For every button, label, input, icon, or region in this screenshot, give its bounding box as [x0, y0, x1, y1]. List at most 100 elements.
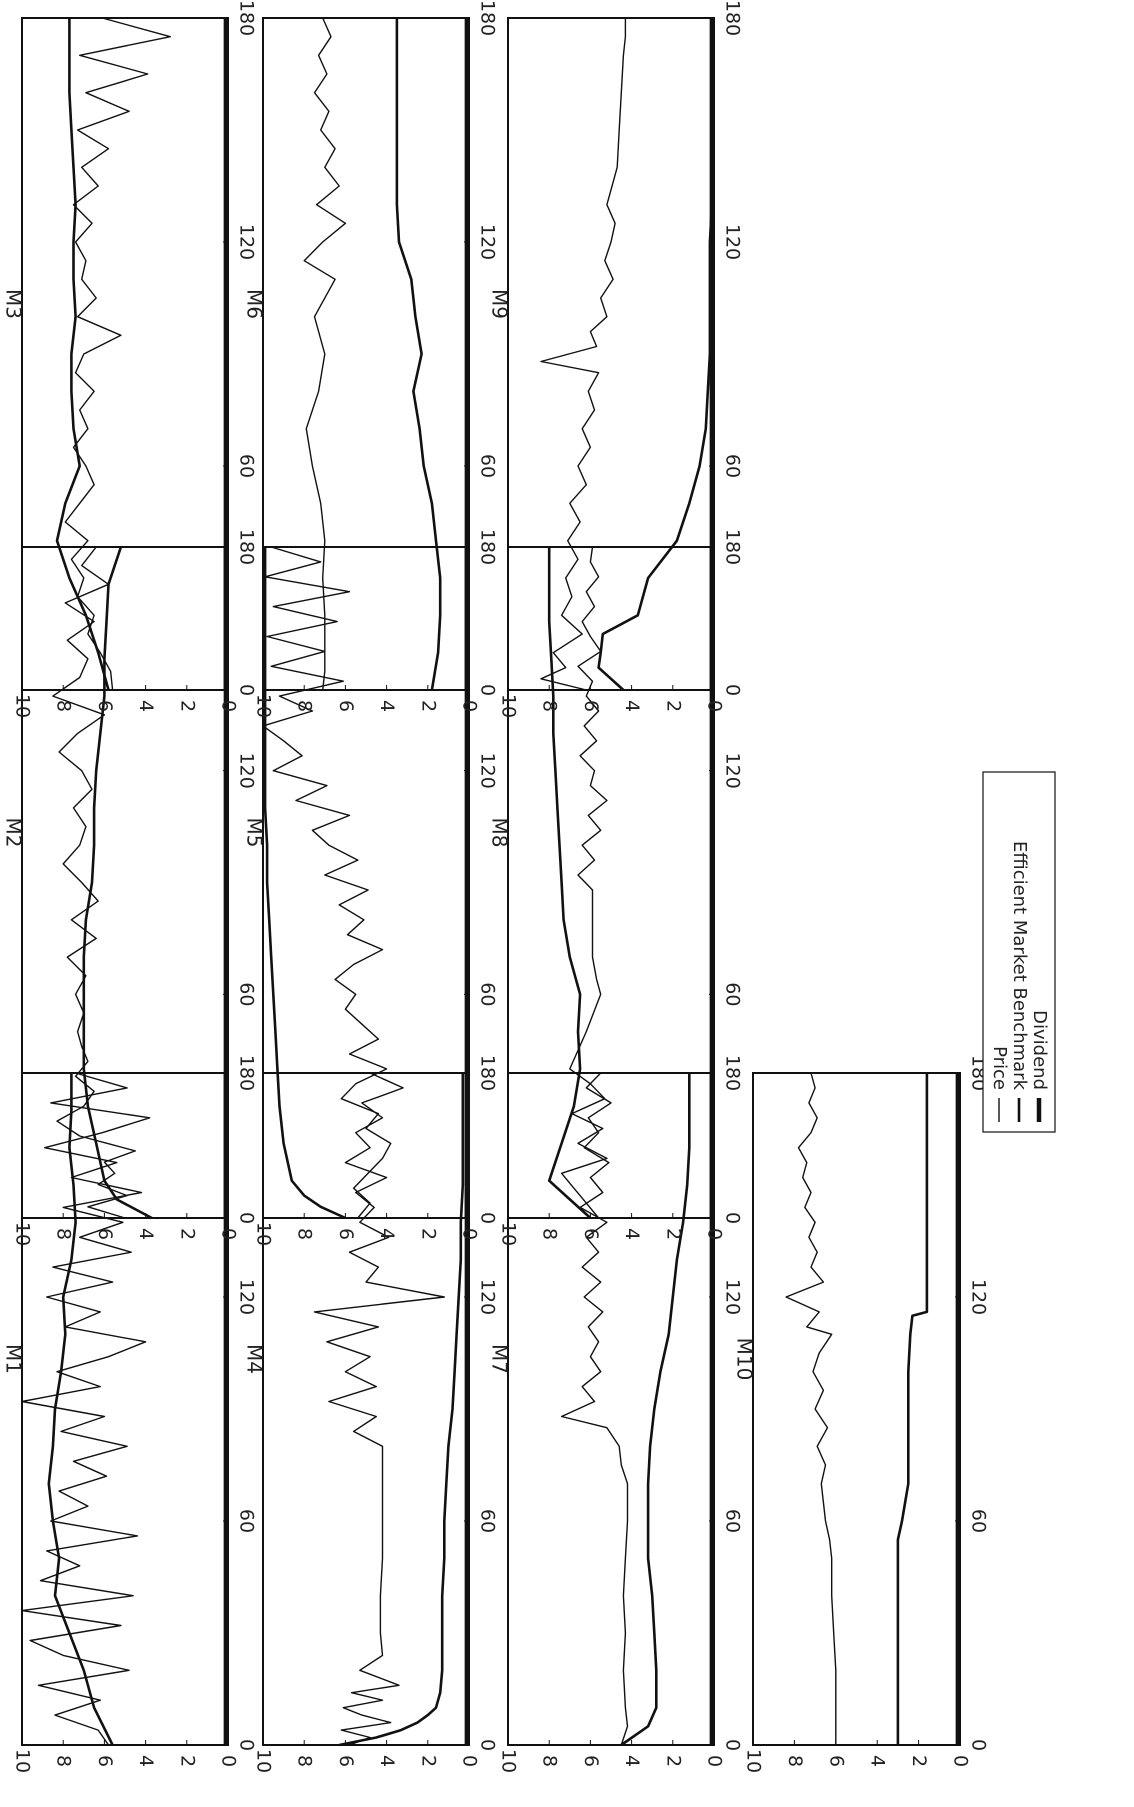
x-tick-label: 180: [722, 529, 744, 565]
y-tick-label: 4: [135, 1755, 157, 1767]
y-tick-label: 10: [498, 1222, 520, 1246]
x-tick-label: 60: [477, 454, 499, 478]
x-tick-label: 60: [968, 1509, 990, 1533]
x-tick-label: 0: [236, 1212, 258, 1224]
chart-title: M5: [243, 818, 267, 848]
y-tick-label: 8: [294, 1228, 316, 1240]
y-tick-label: 4: [867, 1755, 889, 1767]
chart-panel-m5: 0 2 4 6 8 10 0 60 120 180 M5: [243, 529, 499, 1246]
chart-title: M9: [488, 289, 512, 319]
legend-box: [982, 771, 1056, 1133]
y-tick-label: 8: [784, 1755, 806, 1767]
x-tick-label: 60: [722, 454, 744, 478]
x-tick-label: 0: [236, 1739, 258, 1751]
x-tick-label: 120: [722, 1279, 744, 1315]
y-tick-label: 4: [135, 700, 157, 712]
y-tick-label: 4: [376, 1228, 398, 1240]
x-tick-label: 120: [236, 1279, 258, 1315]
x-tick-label: 60: [236, 454, 258, 478]
y-tick-label: 8: [539, 1228, 561, 1240]
series-line-efficient-market-benchmark: [547, 547, 592, 1219]
y-tick-label: 4: [621, 1228, 643, 1240]
x-tick-label: 180: [236, 0, 258, 36]
x-tick-label: 120: [236, 224, 258, 260]
x-tick-label: 0: [968, 1739, 990, 1751]
y-tick-label: 2: [908, 1755, 930, 1767]
x-tick-label: 180: [477, 1055, 499, 1091]
series-line-efficient-market-benchmark: [82, 546, 153, 1220]
x-tick-label: 0: [722, 1739, 744, 1751]
plot-frame: [21, 1072, 229, 1746]
plot-frame: [752, 1072, 961, 1746]
series-line-price: [64, 17, 172, 691]
y-tick-label: 2: [662, 700, 684, 712]
x-tick-label: 60: [477, 982, 499, 1006]
y-tick-label: 6: [335, 700, 357, 712]
chart-title: M2: [2, 818, 26, 848]
plot-frame: [262, 1072, 470, 1746]
x-tick-label: 120: [477, 753, 499, 789]
x-tick-label: 180: [477, 529, 499, 565]
y-tick-label: 6: [94, 1755, 116, 1767]
x-tick-label: 0: [477, 684, 499, 696]
legend: Price Efficient Market Benchmark Dividend: [982, 771, 1056, 1133]
y-tick-label: 4: [621, 700, 643, 712]
series-line-price: [560, 546, 608, 1219]
y-tick-label: 0: [218, 1228, 240, 1240]
series-line-efficient-market-benchmark: [47, 1073, 114, 1746]
y-tick-label: 2: [176, 700, 198, 712]
y-tick-label: 8: [539, 1755, 561, 1767]
y-tick-label: 0: [459, 1755, 481, 1767]
series-line-efficient-market-benchmark: [597, 18, 714, 691]
series-line-price: [540, 18, 627, 691]
x-tick-label: 60: [236, 982, 258, 1006]
y-tick-label: 10: [253, 1749, 275, 1773]
x-tick-label: 60: [722, 1509, 744, 1533]
series-line-price: [560, 1072, 629, 1746]
y-tick-label: 6: [335, 1755, 357, 1767]
y-tick-label: 6: [580, 1228, 602, 1240]
plot-frame: [21, 17, 229, 691]
plot-frame: [21, 546, 229, 1219]
y-tick-label: 0: [704, 1755, 726, 1767]
series-line-efficient-market-benchmark: [55, 18, 110, 691]
plot-frame: [507, 546, 715, 1219]
y-tick-label: 2: [417, 1755, 439, 1767]
y-tick-label: 10: [12, 694, 34, 718]
series-line-efficient-market-benchmark: [263, 547, 346, 1220]
x-tick-label: 180: [236, 1055, 258, 1091]
y-tick-label: 4: [621, 1755, 643, 1767]
y-tick-label: 0: [218, 1755, 240, 1767]
x-tick-label: 0: [477, 1739, 499, 1751]
y-tick-label: 6: [94, 1228, 116, 1240]
x-tick-label: 120: [477, 224, 499, 260]
x-tick-label: 180: [477, 0, 499, 36]
series-line-price: [21, 1072, 151, 1746]
y-tick-label: 10: [12, 1222, 34, 1246]
x-tick-label: 60: [477, 1509, 499, 1533]
chart-title: M3: [2, 289, 26, 319]
y-tick-label: 10: [743, 1749, 765, 1773]
x-tick-label: 60: [236, 1509, 258, 1533]
y-tick-label: 0: [218, 700, 240, 712]
y-tick-label: 4: [376, 1755, 398, 1767]
y-tick-label: 2: [417, 700, 439, 712]
series-line-efficient-market-benchmark: [620, 1073, 691, 1747]
y-tick-label: 8: [53, 1228, 75, 1240]
series-line-price: [313, 1072, 445, 1746]
chart-title: M8: [488, 818, 512, 848]
y-tick-label: 2: [417, 1228, 439, 1240]
series-line-efficient-market-benchmark: [338, 1073, 465, 1747]
x-tick-label: 0: [477, 1212, 499, 1224]
series-line-efficient-market-benchmark: [395, 18, 442, 691]
y-tick-label: 2: [176, 1755, 198, 1767]
y-tick-label: 10: [253, 694, 275, 718]
x-tick-label: 180: [236, 529, 258, 565]
y-tick-label: 8: [53, 1755, 75, 1767]
